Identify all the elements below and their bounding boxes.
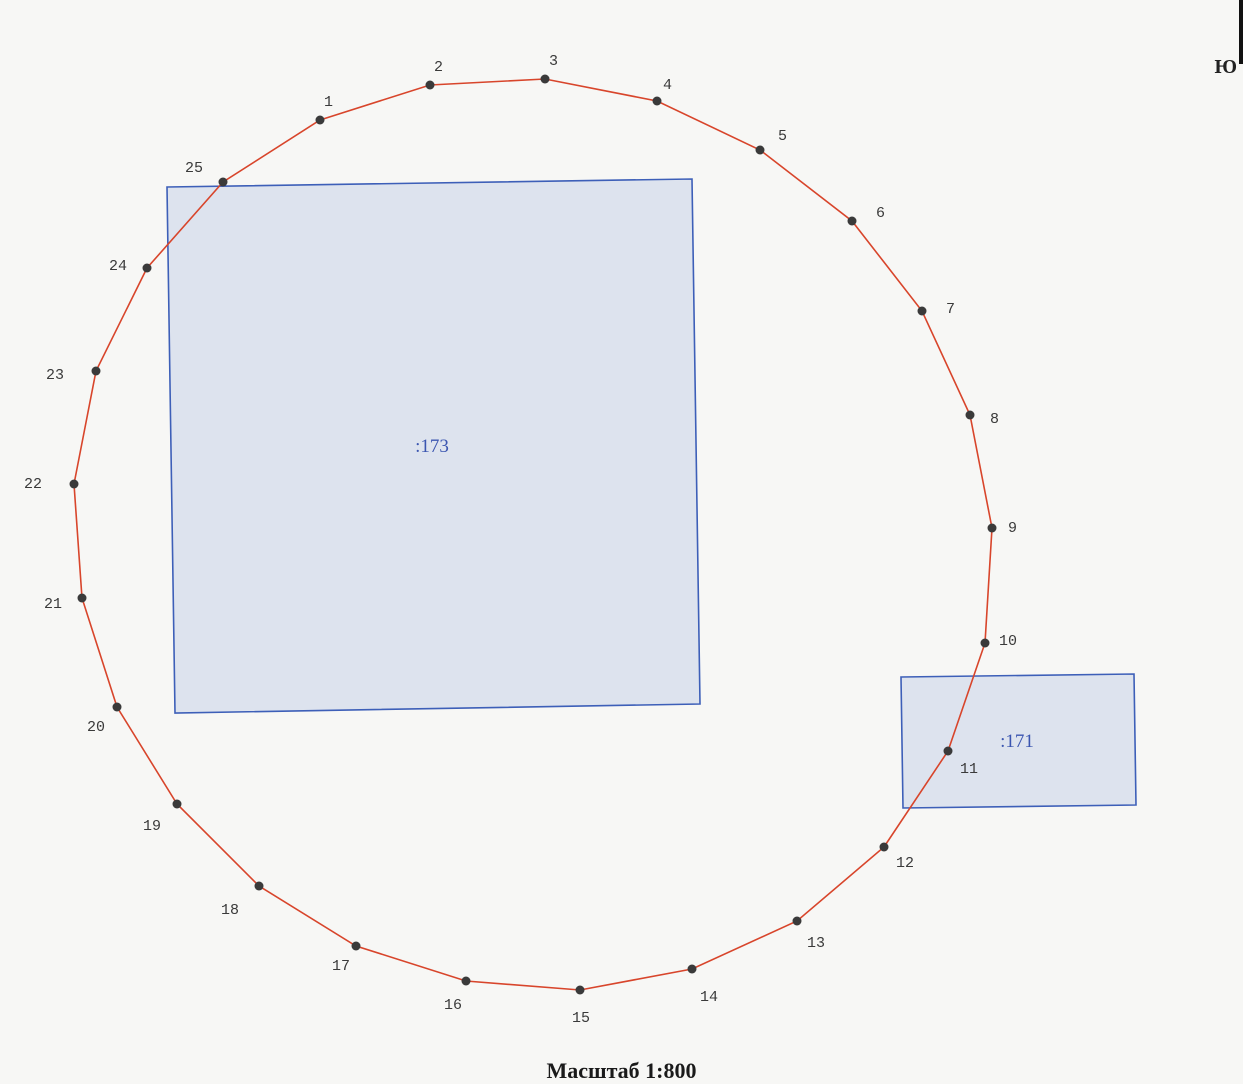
north-arrow-icon — [1239, 0, 1243, 64]
boundary-point-label: 8 — [990, 411, 999, 428]
boundary-point-label: 24 — [109, 258, 127, 275]
boundary-point-label: 6 — [876, 205, 885, 222]
boundary-point-label: 12 — [896, 855, 914, 872]
boundary-point — [879, 842, 889, 852]
boundary-layer — [73, 78, 993, 991]
boundary-point-label: 23 — [46, 367, 64, 384]
boundary-point — [980, 638, 990, 648]
boundary-point — [755, 145, 765, 155]
parcel-2 — [900, 673, 1137, 809]
boundary-point-label: 10 — [999, 633, 1017, 650]
boundary-point — [77, 593, 87, 603]
boundary-point-label: 16 — [444, 997, 462, 1014]
parcels-layer: :173 :171 — [166, 178, 1137, 809]
boundary-point-label: 15 — [572, 1010, 590, 1027]
boundary-point — [943, 746, 953, 756]
boundary-point-label: 14 — [700, 989, 718, 1006]
boundary-point — [540, 74, 550, 84]
parcel-label: :173 — [415, 436, 449, 457]
boundary-point — [965, 410, 975, 420]
boundary-point-label: 20 — [87, 719, 105, 736]
boundary-point-label: 18 — [221, 902, 239, 919]
boundary-point — [917, 306, 927, 316]
boundary-point — [425, 80, 435, 90]
boundary-point — [792, 916, 802, 926]
boundary-point-label: 22 — [24, 476, 42, 493]
boundary-point-label: 7 — [946, 301, 955, 318]
boundary-point-label: 13 — [807, 935, 825, 952]
boundary-point — [987, 523, 997, 533]
boundary-point-label: 17 — [332, 958, 350, 975]
boundary-point-label: 1 — [324, 94, 333, 111]
boundary-point-label: 9 — [1008, 520, 1017, 537]
boundary-point-label: 25 — [185, 160, 203, 177]
boundary-point — [69, 479, 79, 489]
boundary-point — [91, 366, 101, 376]
boundary-point — [687, 964, 697, 974]
boundary-point — [172, 799, 182, 809]
boundary-point — [461, 976, 471, 986]
boundary-point-label: 3 — [549, 53, 558, 70]
boundary-point-label: 4 — [663, 77, 672, 94]
boundary-point-label: 5 — [778, 128, 787, 145]
boundary-point-label: 2 — [434, 59, 443, 76]
boundary-point — [142, 263, 152, 273]
boundary-point — [315, 115, 325, 125]
boundary-point-label: 19 — [143, 818, 161, 835]
boundary-line — [73, 78, 993, 991]
boundary-point — [575, 985, 585, 995]
parcel-1 — [166, 178, 701, 714]
boundary-point — [112, 702, 122, 712]
boundary-point — [218, 177, 228, 187]
boundary-point — [351, 941, 361, 951]
boundary-point-label: 21 — [44, 596, 62, 613]
boundary-point — [254, 881, 264, 891]
boundary-point-label: 11 — [960, 761, 978, 778]
boundary-point — [652, 96, 662, 106]
boundary-point — [847, 216, 857, 226]
boundary-points-layer: 12 34567891011121314151617181920212223242… — [24, 53, 1017, 1027]
parcel-label: :171 — [1000, 731, 1034, 752]
map-scale: Масштаб 1:800 — [546, 1058, 697, 1083]
orientation-label: Ю — [1214, 56, 1237, 78]
